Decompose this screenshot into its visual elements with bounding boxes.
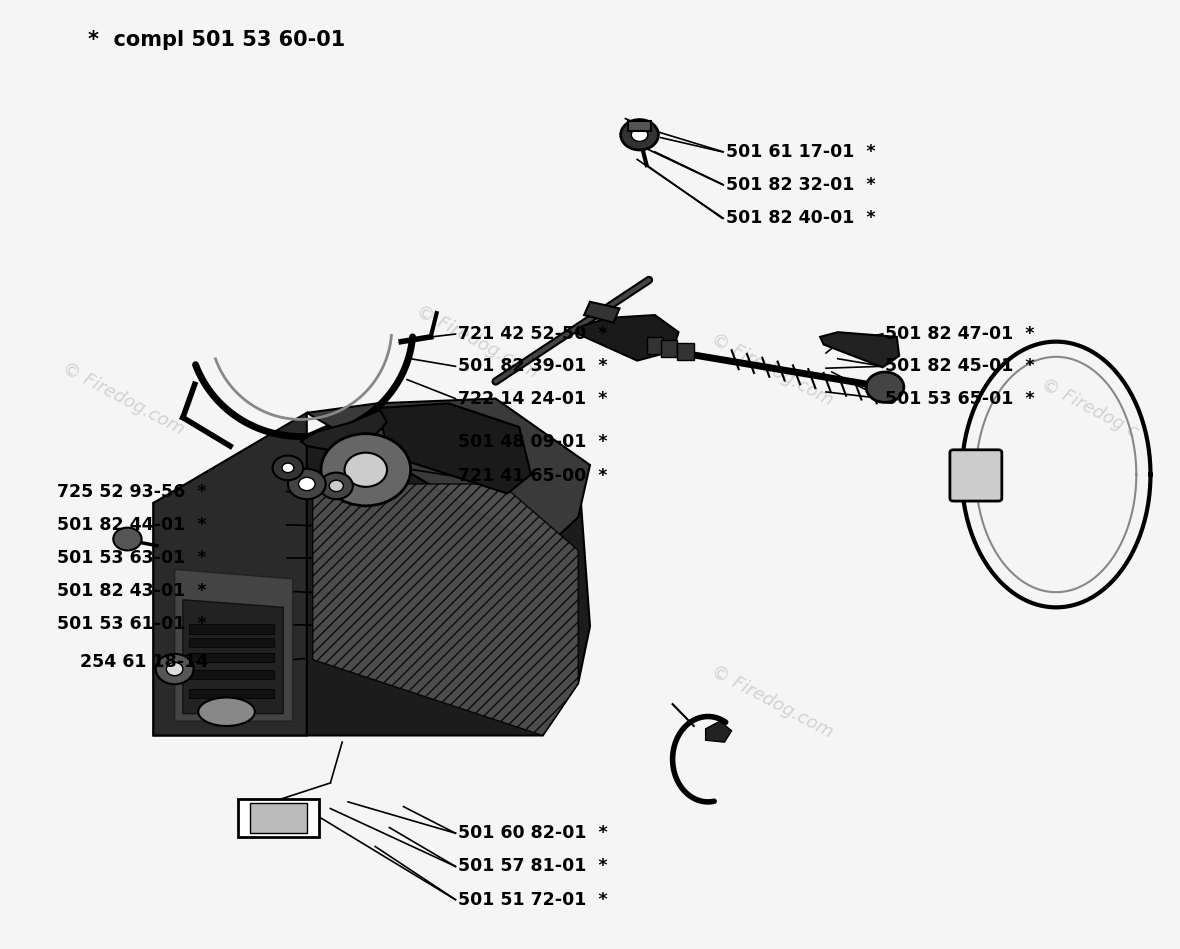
Circle shape (329, 480, 343, 492)
Circle shape (273, 456, 303, 480)
Text: © Firedog.com: © Firedog.com (708, 662, 837, 742)
Text: 722 14 24-01  *: 722 14 24-01 * (458, 390, 608, 407)
Text: 721 42 52-50  *: 721 42 52-50 * (458, 326, 608, 343)
Circle shape (320, 473, 353, 499)
Polygon shape (584, 302, 620, 323)
Circle shape (345, 453, 387, 487)
Text: 501 53 65-01  *: 501 53 65-01 * (885, 390, 1035, 407)
Circle shape (321, 434, 411, 506)
Text: © Firedog.com: © Firedog.com (59, 359, 188, 438)
Polygon shape (153, 413, 307, 735)
Text: 501 82 44-01  *: 501 82 44-01 * (57, 516, 206, 533)
Bar (189, 689, 274, 698)
Text: 501 53 61-01  *: 501 53 61-01 * (57, 616, 206, 633)
Bar (661, 340, 677, 357)
Text: 501 82 40-01  *: 501 82 40-01 * (726, 210, 876, 227)
Text: 501 51 72-01  *: 501 51 72-01 * (458, 891, 608, 908)
Circle shape (113, 528, 142, 550)
Text: 501 82 43-01  *: 501 82 43-01 * (57, 583, 206, 600)
Bar (250, 803, 307, 833)
Text: 721 41 65-00  *: 721 41 65-00 * (458, 468, 608, 485)
Circle shape (621, 120, 658, 150)
Polygon shape (153, 403, 590, 735)
Circle shape (166, 662, 183, 676)
Text: *  compl 501 53 60-01: * compl 501 53 60-01 (88, 29, 346, 50)
Text: 501 82 32-01  *: 501 82 32-01 * (726, 177, 876, 194)
Circle shape (299, 477, 315, 491)
Text: © Firedog.com: © Firedog.com (413, 302, 542, 381)
Bar (189, 653, 274, 662)
Text: 501 48 09-01  *: 501 48 09-01 * (458, 434, 608, 451)
Circle shape (288, 469, 326, 499)
Polygon shape (175, 569, 293, 721)
Circle shape (631, 128, 648, 141)
Polygon shape (307, 399, 590, 550)
Text: © Firedog c: © Firedog c (1038, 375, 1141, 441)
FancyBboxPatch shape (950, 450, 1002, 501)
Text: 501 82 39-01  *: 501 82 39-01 * (458, 358, 608, 375)
Bar (189, 624, 274, 634)
Circle shape (156, 654, 194, 684)
Polygon shape (313, 484, 578, 735)
Text: 254 61 18-14: 254 61 18-14 (80, 654, 209, 671)
Polygon shape (820, 332, 899, 367)
Polygon shape (378, 403, 531, 493)
Text: 725 52 93-56  *: 725 52 93-56 * (57, 483, 206, 500)
Text: © Firedog.com: © Firedog.com (708, 330, 837, 410)
Polygon shape (578, 315, 678, 361)
Circle shape (282, 463, 294, 473)
Text: 501 60 82-01  *: 501 60 82-01 * (458, 825, 608, 842)
Bar (677, 343, 694, 360)
Text: 501 53 63-01  *: 501 53 63-01 * (57, 549, 206, 567)
Bar (628, 121, 651, 131)
Text: 501 82 47-01  *: 501 82 47-01 * (885, 326, 1035, 343)
Bar (189, 638, 274, 647)
Bar (189, 670, 274, 679)
Polygon shape (706, 721, 732, 742)
FancyBboxPatch shape (238, 799, 319, 837)
Ellipse shape (198, 698, 255, 726)
Bar (647, 337, 663, 354)
Polygon shape (183, 600, 283, 714)
Circle shape (866, 372, 904, 402)
Polygon shape (301, 410, 387, 456)
Text: 501 57 81-01  *: 501 57 81-01 * (458, 858, 608, 875)
Text: 501 82 45-01  *: 501 82 45-01 * (885, 358, 1035, 375)
Text: 501 61 17-01  *: 501 61 17-01 * (726, 143, 876, 160)
Text: © Firedog.com: © Firedog.com (413, 634, 542, 714)
